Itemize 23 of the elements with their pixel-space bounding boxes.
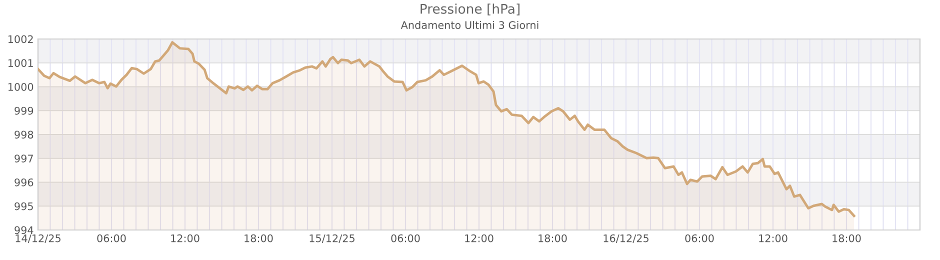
y-tick-label: 998	[14, 130, 34, 139]
x-tick-label: 18:00	[832, 234, 861, 242]
y-tick-label: 999	[14, 106, 34, 115]
y-tick-label: 996	[14, 178, 34, 186]
chart-title: Pressione [hPa]	[420, 4, 520, 16]
y-tick-label: 995	[14, 202, 33, 210]
y-tick-label: 1000	[8, 82, 34, 91]
x-tick-label: 06:00	[391, 234, 420, 242]
x-tick-label: 15/12/25	[310, 234, 354, 244]
x-tick-label: 06:00	[685, 234, 714, 242]
x-tick-label: 14/12/25	[16, 234, 60, 244]
x-tick-label: 12:00	[171, 234, 200, 242]
y-tick-label: 1002	[8, 35, 33, 44]
x-tick-label: 16/12/25	[604, 234, 648, 244]
y-tick-label: 1001	[8, 59, 33, 67]
y-tick-label: 997	[14, 154, 33, 162]
x-tick-label: 12:00	[465, 234, 494, 242]
x-tick-label: 06:00	[97, 234, 126, 242]
x-tick-label: 12:00	[759, 234, 788, 242]
x-tick-label: 18:00	[538, 234, 567, 242]
y-tick-label: 994	[14, 226, 34, 234]
x-tick-label: 18:00	[244, 234, 273, 242]
chart-subtitle: Andamento Ultimi 3 Giorni	[400, 20, 538, 30]
